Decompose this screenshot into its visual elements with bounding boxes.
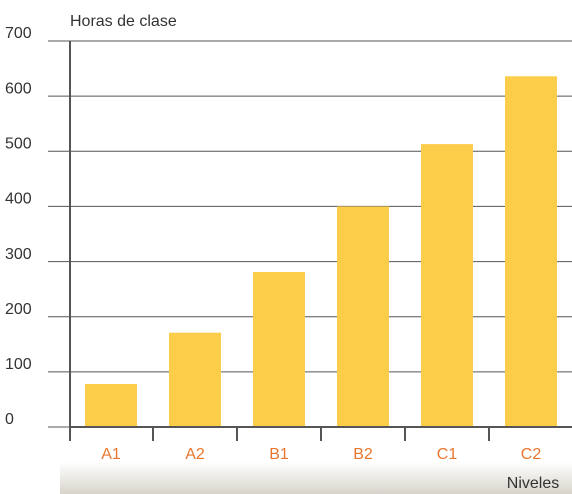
y-tick-label: 400 — [5, 191, 32, 208]
bar — [337, 206, 389, 427]
x-tick-label: C1 — [437, 446, 458, 463]
x-tick-label: B2 — [353, 446, 373, 463]
y-tick-label: 700 — [5, 25, 32, 42]
x-tick-label: B1 — [269, 446, 289, 463]
y-tick-label: 100 — [5, 356, 32, 373]
y-axis-label: Horas de clase — [70, 13, 177, 30]
x-axis-label: Niveles — [507, 475, 559, 492]
bar — [85, 384, 137, 427]
background-photo — [60, 462, 572, 494]
x-tick-label: A1 — [101, 446, 121, 463]
y-tick-label: 0 — [5, 411, 14, 428]
y-tick-label: 500 — [5, 136, 32, 153]
y-tick-label: 200 — [5, 301, 32, 318]
x-tick-label: A2 — [185, 446, 205, 463]
y-tick-label: 600 — [5, 80, 32, 97]
bar — [505, 76, 557, 427]
x-tick-label: C2 — [521, 446, 542, 463]
bar — [253, 272, 305, 427]
bar — [169, 333, 221, 427]
chart: Horas de clase Niveles 0 100 200 300 400 500 6… — [0, 0, 572, 494]
y-tick-label: 300 — [5, 246, 32, 263]
bar — [421, 144, 473, 427]
